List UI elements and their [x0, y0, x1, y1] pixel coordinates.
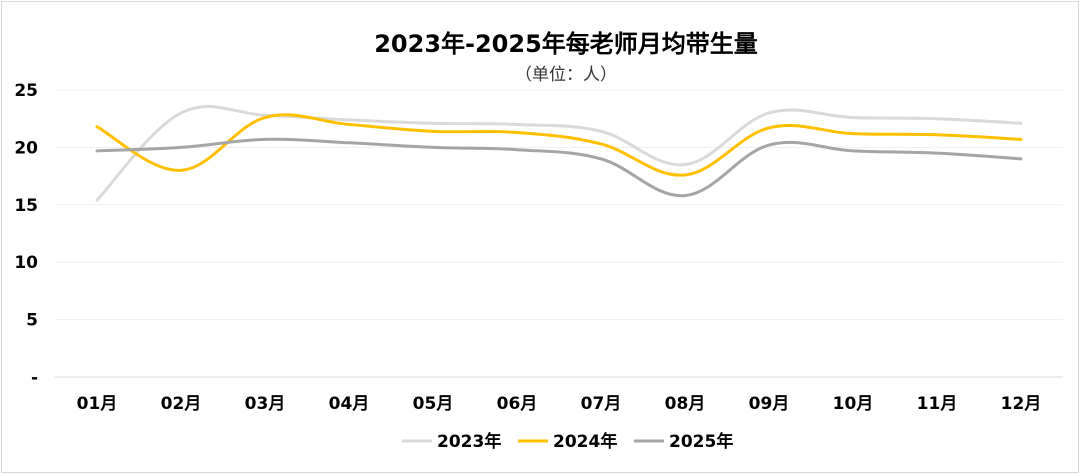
x-tick-label: 05月: [413, 394, 454, 414]
series-line-2: [95, 113, 1023, 177]
x-tick-label: 09月: [749, 394, 790, 414]
chart-title: 2023年-2025年每老师月均带生量: [374, 30, 758, 58]
series-line-3: [95, 137, 1023, 198]
y-tick-label: 5: [26, 311, 38, 331]
x-tick-label: 11月: [917, 394, 958, 414]
x-axis-ticks: 01月 02月 03月 04月 05月 06月 07月 08月 09月 10月 11月 12月: [77, 394, 1042, 414]
series-lines: [95, 104, 1023, 202]
legend-label: 2025年: [669, 431, 733, 452]
x-tick-label: 08月: [665, 394, 706, 414]
series-line-1: [95, 104, 1023, 202]
legend-label: 2023年: [437, 431, 501, 452]
y-tick-label: 20: [14, 138, 38, 158]
legend-label: 2024年: [553, 431, 617, 452]
chart-subtitle: （单位：人）: [515, 65, 617, 85]
x-tick-label: 03月: [245, 394, 286, 414]
y-axis-ticks: - 5 10 15 20 25: [14, 81, 38, 388]
x-tick-label: 02月: [161, 394, 202, 414]
x-tick-label: 10月: [833, 394, 874, 414]
x-tick-label: 06月: [497, 394, 538, 414]
legend: 2023年 2024年 2025年: [402, 431, 733, 452]
y-tick-label: -: [31, 368, 38, 388]
x-tick-label: 04月: [329, 394, 370, 414]
x-tick-label: 01月: [77, 394, 118, 414]
y-tick-label: 25: [14, 81, 38, 101]
x-tick-label: 12月: [1001, 394, 1042, 414]
x-tick-label: 07月: [581, 394, 622, 414]
y-tick-label: 10: [14, 253, 38, 273]
y-tick-label: 15: [14, 196, 38, 216]
